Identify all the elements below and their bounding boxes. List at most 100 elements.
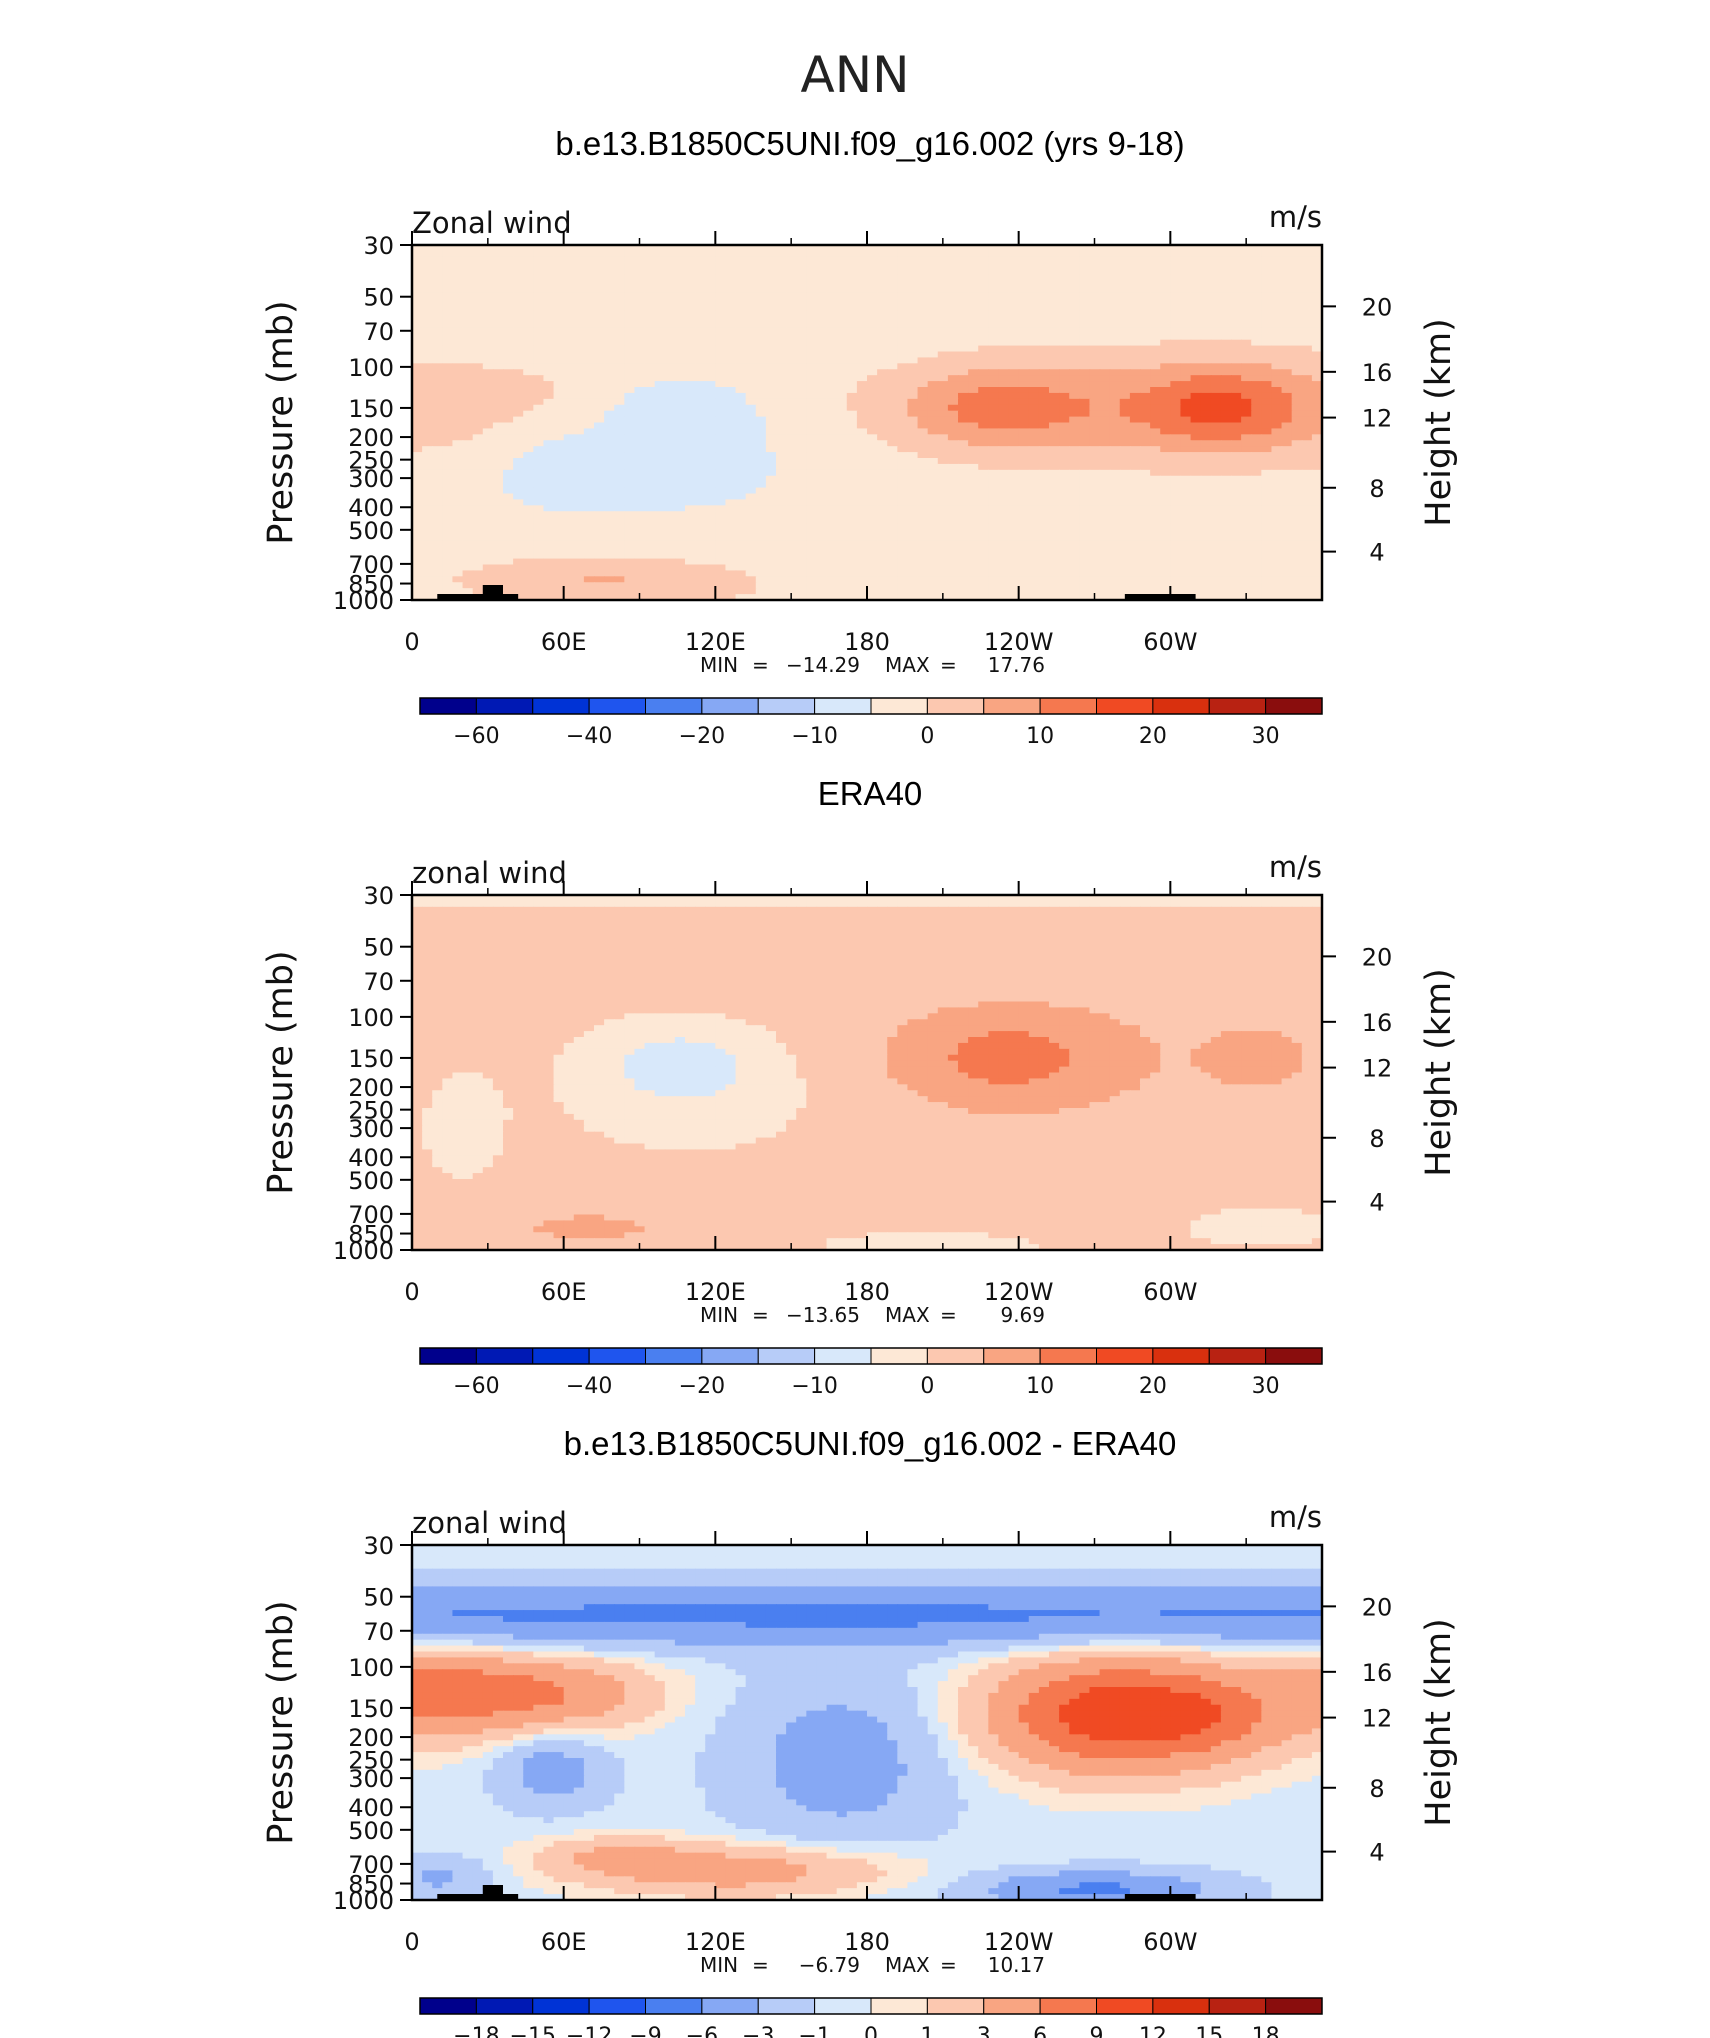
colorbar-label: −60	[453, 1374, 499, 1399]
colorbar-box	[1265, 1997, 1323, 2015]
colorbar-label: −1	[798, 2024, 830, 2038]
y-tick-label: 500	[348, 1817, 394, 1845]
x-tick-label: 120W	[984, 628, 1054, 656]
colorbar-box	[1096, 1997, 1154, 2015]
min-value: −13.65	[786, 1303, 860, 1327]
colorbar-label: 10	[1026, 724, 1054, 749]
y-tick-label: 30	[363, 232, 394, 260]
colorbar-box	[1208, 1347, 1267, 1365]
colorbar-box	[1265, 697, 1323, 715]
min-label: MIN	[700, 653, 738, 677]
y-tick-label: 250	[348, 1747, 394, 1775]
panel-left-label: zonal wind	[412, 1506, 567, 1540]
colorbar-label: −15	[510, 2024, 556, 2038]
min-value: −14.29	[786, 653, 860, 677]
y-tick-label: 1000	[333, 587, 394, 615]
max-eq: =	[940, 1953, 957, 1977]
colorbar-box	[532, 1347, 590, 1365]
x-tick-label: 120W	[984, 1278, 1054, 1306]
field	[412, 895, 1322, 1250]
colorbar-box	[926, 1347, 985, 1365]
colorbar-label: −12	[566, 2024, 612, 2038]
y2-tick-label: 8	[1369, 1125, 1384, 1153]
x-tick-label: 180	[844, 1928, 890, 1956]
colorbar-box	[475, 697, 534, 715]
y-tick-label: 850	[348, 1221, 394, 1249]
colorbar-label: 18	[1252, 2024, 1280, 2038]
y-tick-label: 250	[348, 447, 394, 475]
panel-units-label: m/s	[1269, 1500, 1322, 1534]
colorbar-box	[588, 1347, 646, 1365]
x-tick-label: 60E	[541, 1278, 587, 1306]
y2-tick-label: 20	[1362, 293, 1393, 321]
colorbar-box	[1152, 1347, 1210, 1365]
min-eq: =	[752, 653, 769, 677]
x-tick-label: 180	[844, 1278, 890, 1306]
y2-axis-title: Height (km)	[1419, 968, 1459, 1177]
y2-tick-label: 20	[1362, 943, 1393, 971]
y-tick-label: 700	[348, 1201, 394, 1229]
y-tick-label: 100	[348, 1004, 394, 1032]
max-eq: =	[940, 1303, 957, 1327]
panel-left-label: zonal wind	[412, 856, 567, 890]
y2-tick-label: 8	[1369, 1775, 1384, 1803]
y-tick-label: 500	[348, 1167, 394, 1195]
y-tick-label: 850	[348, 1871, 394, 1899]
y-tick-label: 1000	[333, 1237, 394, 1265]
x-tick-label: 0	[404, 628, 419, 656]
colorbar-label: −10	[791, 724, 837, 749]
colorbar-label: 0	[864, 2024, 878, 2038]
colorbar-box	[1208, 1997, 1267, 2015]
panels: b.e13.B1850C5UNI.f09_g16.002 (yrs 9-18) Z…	[261, 125, 1459, 2038]
colorbar: −60 −40 −20 −10 0 10 20 30	[419, 1347, 1323, 1399]
y-tick-label: 400	[348, 1144, 394, 1172]
y-axis-title: Pressure (mb)	[261, 950, 301, 1194]
y2-tick-label: 4	[1369, 1189, 1384, 1217]
colorbar-box	[814, 1347, 872, 1365]
y-tick-label: 1000	[333, 1887, 394, 1915]
y2-tick-label: 12	[1362, 1055, 1393, 1083]
min-label: MIN	[700, 1303, 738, 1327]
y2-axis-title: Height (km)	[1419, 318, 1459, 527]
y-tick-label: 50	[363, 284, 394, 312]
y2-tick-label: 16	[1362, 1009, 1393, 1037]
y-tick-label: 70	[363, 968, 394, 996]
y-tick-label: 300	[348, 1765, 394, 1793]
colorbar-box	[1096, 1347, 1154, 1365]
colorbar-box	[1039, 697, 1097, 715]
max-eq: =	[940, 653, 957, 677]
colorbar-box	[814, 697, 872, 715]
y-axis-title: Pressure (mb)	[261, 1600, 301, 1844]
figure-title: ANN	[800, 46, 909, 104]
colorbar-box	[475, 1347, 534, 1365]
colorbar-label: −60	[453, 724, 499, 749]
colorbar-label: 0	[920, 1374, 934, 1399]
panel-title: ERA40	[818, 775, 923, 812]
x-tick-label: 0	[404, 1928, 419, 1956]
y-axis-title: Pressure (mb)	[261, 300, 301, 544]
colorbar-box	[419, 1347, 477, 1365]
colorbar-label: 15	[1195, 2024, 1223, 2038]
colorbar-box	[757, 697, 816, 715]
min-value: −6.79	[799, 1953, 860, 1977]
colorbar-box	[983, 1997, 1041, 2015]
y-tick-label: 30	[363, 882, 394, 910]
y-tick-label: 400	[348, 1794, 394, 1822]
colorbar-box	[588, 697, 646, 715]
max-value: 10.17	[988, 1953, 1045, 1977]
topography	[437, 585, 1196, 600]
y-tick-label: 200	[348, 424, 394, 452]
colorbar-box	[1152, 1997, 1210, 2015]
panel-units-label: m/s	[1269, 200, 1322, 234]
y2-tick-label: 4	[1369, 539, 1384, 567]
y-tick-label: 200	[348, 1724, 394, 1752]
y2-tick-label: 12	[1362, 1705, 1393, 1733]
colorbar-box	[870, 1347, 928, 1365]
max-value: 17.76	[988, 653, 1045, 677]
y2-tick-label: 20	[1362, 1593, 1393, 1621]
colorbar-box	[1096, 697, 1154, 715]
x-tick-label: 60W	[1143, 1928, 1197, 1956]
y-tick-label: 150	[348, 1695, 394, 1723]
colorbar-box	[983, 1347, 1041, 1365]
